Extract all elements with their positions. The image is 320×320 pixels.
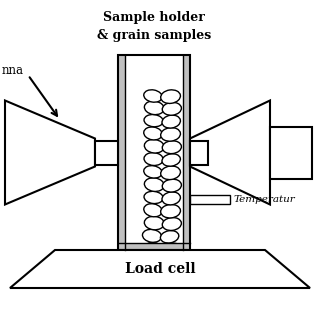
Bar [118,243,190,250]
Ellipse shape [145,256,165,269]
Ellipse shape [161,128,180,141]
Polygon shape [190,100,270,204]
Ellipse shape [144,191,163,204]
Text: Load cell: Load cell [125,262,195,276]
Polygon shape [10,250,310,288]
Ellipse shape [144,166,162,178]
Bar [183,55,190,250]
Ellipse shape [144,90,162,102]
Bar [118,55,190,250]
Text: Sample holder: Sample holder [103,12,205,25]
Ellipse shape [144,140,164,153]
Ellipse shape [144,216,164,230]
Ellipse shape [144,127,162,140]
Ellipse shape [144,101,164,115]
Ellipse shape [144,115,163,127]
Ellipse shape [162,141,181,154]
Polygon shape [5,100,95,204]
Ellipse shape [161,204,180,218]
Ellipse shape [162,102,181,115]
Ellipse shape [162,179,181,192]
Bar [118,55,125,250]
Text: & grain samples: & grain samples [97,28,211,42]
Text: Temperatur: Temperatur [233,195,295,204]
Ellipse shape [142,229,162,242]
Ellipse shape [162,154,180,166]
Ellipse shape [162,218,181,230]
Bar [95,140,118,164]
Ellipse shape [144,178,164,191]
Ellipse shape [144,153,163,165]
Ellipse shape [144,243,163,255]
Ellipse shape [144,204,162,217]
Ellipse shape [162,192,180,205]
Bar [190,140,208,164]
Ellipse shape [161,243,181,256]
Ellipse shape [161,90,180,103]
Ellipse shape [161,166,180,180]
Bar [270,126,312,179]
Ellipse shape [163,258,182,270]
Text: nna: nna [2,63,24,76]
Ellipse shape [162,115,180,128]
Bar [190,195,230,204]
Ellipse shape [160,231,179,243]
